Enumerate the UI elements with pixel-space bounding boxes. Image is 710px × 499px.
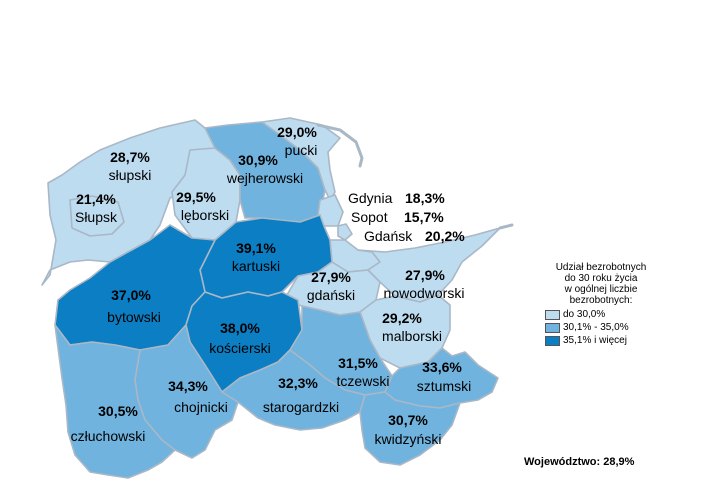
legend-title-line: Udział bezrobotnych — [555, 262, 647, 273]
voivodeship-total: Województwo: 28,9% — [524, 456, 635, 468]
label-name-sztumski: sztumski — [417, 378, 471, 394]
label-name-pucki: pucki — [285, 142, 318, 158]
label-value-chojnicki: 34,3% — [168, 378, 208, 394]
label-value-gdanski: 27,9% — [311, 269, 351, 285]
legend-swatch-low — [545, 309, 560, 320]
city-labels: Gdynia 18,3% Sopot 15,7% Gdańsk 20,2% — [348, 190, 465, 244]
legend-item-low: do 30,0% — [545, 308, 695, 321]
label-name-kwidzynski: kwidzyński — [375, 431, 442, 447]
label-name-czluchowski: człuchowski — [71, 428, 146, 444]
label-name-slupsk: Słupsk — [75, 209, 118, 225]
legend-label-high: 35,1% i więcej — [563, 335, 627, 346]
label-value-malborski: 29,2% — [382, 310, 422, 326]
legend-swatch-high — [545, 335, 560, 346]
district-czluchowski[interactable] — [54, 324, 176, 479]
city-value-gdansk: 20,2% — [425, 228, 465, 244]
district-slupski[interactable] — [41, 119, 219, 286]
legend-item-high: 35,1% i więcej — [545, 334, 695, 347]
label-value-kartuski: 39,1% — [236, 240, 276, 256]
label-value-pucki: 29,0% — [277, 124, 317, 140]
label-value-starogardzki: 32,3% — [278, 375, 318, 391]
legend-label-low: do 30,0% — [563, 309, 606, 320]
label-name-leborski: lęborski — [181, 207, 229, 223]
label-name-nowodworski: nowodworski — [384, 285, 465, 301]
label-value-kwidzynski: 30,7% — [388, 412, 428, 428]
label-name-malborski: malborski — [382, 328, 442, 344]
legend-item-mid: 30,1% - 35,0% — [545, 321, 695, 334]
label-name-kartuski: kartuski — [232, 258, 280, 274]
district-nowodworski[interactable] — [357, 227, 501, 303]
district-kwidzynski[interactable] — [359, 391, 461, 466]
district-sopot[interactable] — [337, 223, 353, 241]
legend-title-line: w ogólnej liczbie — [564, 284, 638, 295]
label-value-koscierski: 38,0% — [220, 320, 260, 336]
label-value-sztumski: 33,6% — [422, 359, 462, 375]
label-value-tczewski: 31,5% — [338, 355, 378, 371]
label-name-slupski: słupski — [109, 167, 152, 183]
label-value-slupsk: 21,4% — [76, 191, 116, 207]
label-name-gdanski: gdański — [307, 287, 355, 303]
city-name-gdynia: Gdynia — [348, 190, 393, 206]
legend-title: Udział bezrobotnych do 30 roku życia w o… — [545, 262, 657, 306]
label-value-bytowski: 37,0% — [111, 287, 151, 303]
label-value-nowodworski: 27,9% — [405, 267, 445, 283]
legend-swatch-mid — [545, 322, 560, 333]
label-value-leborski: 29,5% — [176, 189, 216, 205]
label-name-tczewski: tczewski — [337, 373, 390, 389]
legend-title-line: bezrobotnych: — [569, 295, 633, 306]
vistula-spit — [498, 223, 514, 230]
legend: Udział bezrobotnych do 30 roku życia w o… — [545, 262, 695, 347]
label-name-koscierski: kościerski — [209, 340, 270, 356]
label-name-wejherowski: wejherowski — [226, 170, 303, 186]
city-value-gdynia: 18,3% — [405, 190, 445, 206]
label-value-czluchowski: 30,5% — [98, 403, 138, 419]
city-name-sopot: Sopot — [351, 209, 388, 225]
city-name-gdansk: Gdańsk — [364, 228, 413, 244]
label-name-chojnicki: chojnicki — [174, 399, 228, 415]
label-value-slupski: 28,7% — [110, 149, 150, 165]
hel-peninsula — [316, 123, 364, 168]
legend-title-line: do 30 roku życia — [564, 273, 638, 284]
district-labels: 28,7% słupski 21,4% Słupsk 29,5% lęborsk… — [71, 124, 472, 447]
city-value-sopot: 15,7% — [404, 209, 444, 225]
label-name-starogardzki: starogardzki — [263, 399, 339, 415]
label-name-bytowski: bytowski — [107, 309, 161, 325]
district-slupsk[interactable] — [69, 195, 125, 237]
legend-label-mid: 30,1% - 35,0% — [563, 322, 629, 333]
label-value-wejherowski: 30,9% — [238, 152, 278, 168]
